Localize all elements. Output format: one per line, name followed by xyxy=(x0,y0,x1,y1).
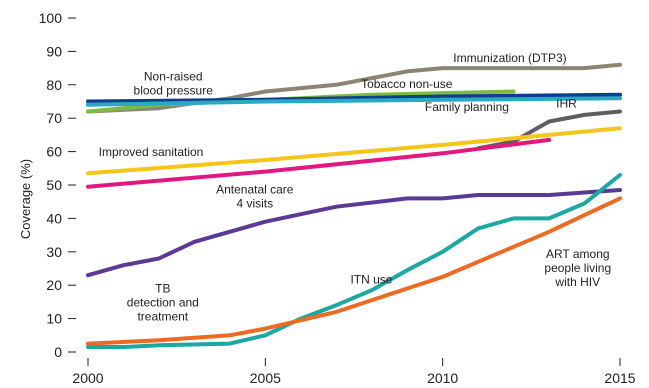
series-label-line: Immunization (DTP3) xyxy=(453,51,566,65)
x-tick-label: 2000 xyxy=(72,370,103,386)
y-tick-label: 100 xyxy=(39,10,63,26)
series-label-line: TB xyxy=(155,282,170,296)
x-tick-label: 2005 xyxy=(250,370,281,386)
series-line-improved-sanitation xyxy=(86,126,622,176)
series-label: ITN use xyxy=(350,273,392,287)
series-line-art-among-people-living-with-hiv xyxy=(86,196,622,346)
series-line-non-raised-blood-pressure xyxy=(86,92,622,104)
series-label: Family planning xyxy=(425,100,509,114)
y-tick-label: 0 xyxy=(54,344,62,360)
y-tick-label: 50 xyxy=(46,177,62,193)
series-line-ihr xyxy=(476,109,622,151)
series-label-line: people living xyxy=(544,261,611,275)
y-tick-label: 20 xyxy=(46,277,62,293)
series-label-line: Antenatal care xyxy=(216,183,294,197)
series-labels: Immunization (DTP3)Tobacco non-use Non-ra… xyxy=(99,51,611,323)
series-line-itn-use xyxy=(86,173,622,349)
y-tick-label: 70 xyxy=(46,110,62,126)
series-label-line: detection and xyxy=(127,296,199,310)
series-lines xyxy=(86,62,622,349)
series-label-line: Non-raised xyxy=(144,69,203,83)
series-label: Antenatal care 4 visits xyxy=(216,183,294,211)
series-line-antenatal-care-4-visits xyxy=(86,137,552,189)
series-label-line: Tobacco non-use xyxy=(361,77,453,91)
series-label: TB detection and treatment xyxy=(127,282,199,324)
y-tick-label: 10 xyxy=(46,311,62,327)
series-label: Immunization (DTP3) xyxy=(453,51,566,65)
y-tick-label: 80 xyxy=(46,77,62,93)
series-label-line: ITN use xyxy=(350,273,392,287)
series-label-line: 4 visits xyxy=(236,197,273,211)
y-tick-label: 30 xyxy=(46,244,62,260)
series-label-line: with HIV xyxy=(554,275,600,289)
y-tick-label: 40 xyxy=(46,210,62,226)
x-axis: 2000 2005 2010 2015 xyxy=(72,358,636,386)
series-label: Improved sanitation xyxy=(99,145,204,159)
x-tick-label: 2010 xyxy=(427,370,458,386)
series-label-line: treatment xyxy=(137,310,188,324)
y-tick-label: 60 xyxy=(46,144,62,160)
series-label: Tobacco non-use xyxy=(361,77,453,91)
series-label: IHR xyxy=(556,97,577,111)
series-label: ART among people living with HIV xyxy=(544,247,611,289)
series-label: Non-raised blood pressure xyxy=(134,69,214,97)
series-label-line: Improved sanitation xyxy=(99,145,204,159)
series-label-line: blood pressure xyxy=(134,83,214,97)
y-tick-label: 90 xyxy=(46,43,62,59)
series-label-line: IHR xyxy=(556,97,577,111)
series-line-tb-detection-and-treatment xyxy=(86,188,622,278)
y-axis: 0 10 20 30 40 50 60 70 80 90 100 xyxy=(39,10,76,360)
x-tick-label: 2015 xyxy=(604,370,635,386)
series-label-line: Family planning xyxy=(425,100,509,114)
y-axis-title: Coverage (%) xyxy=(18,159,33,239)
series-label-line: ART among xyxy=(546,247,610,261)
series-line-family-planning xyxy=(86,96,622,107)
